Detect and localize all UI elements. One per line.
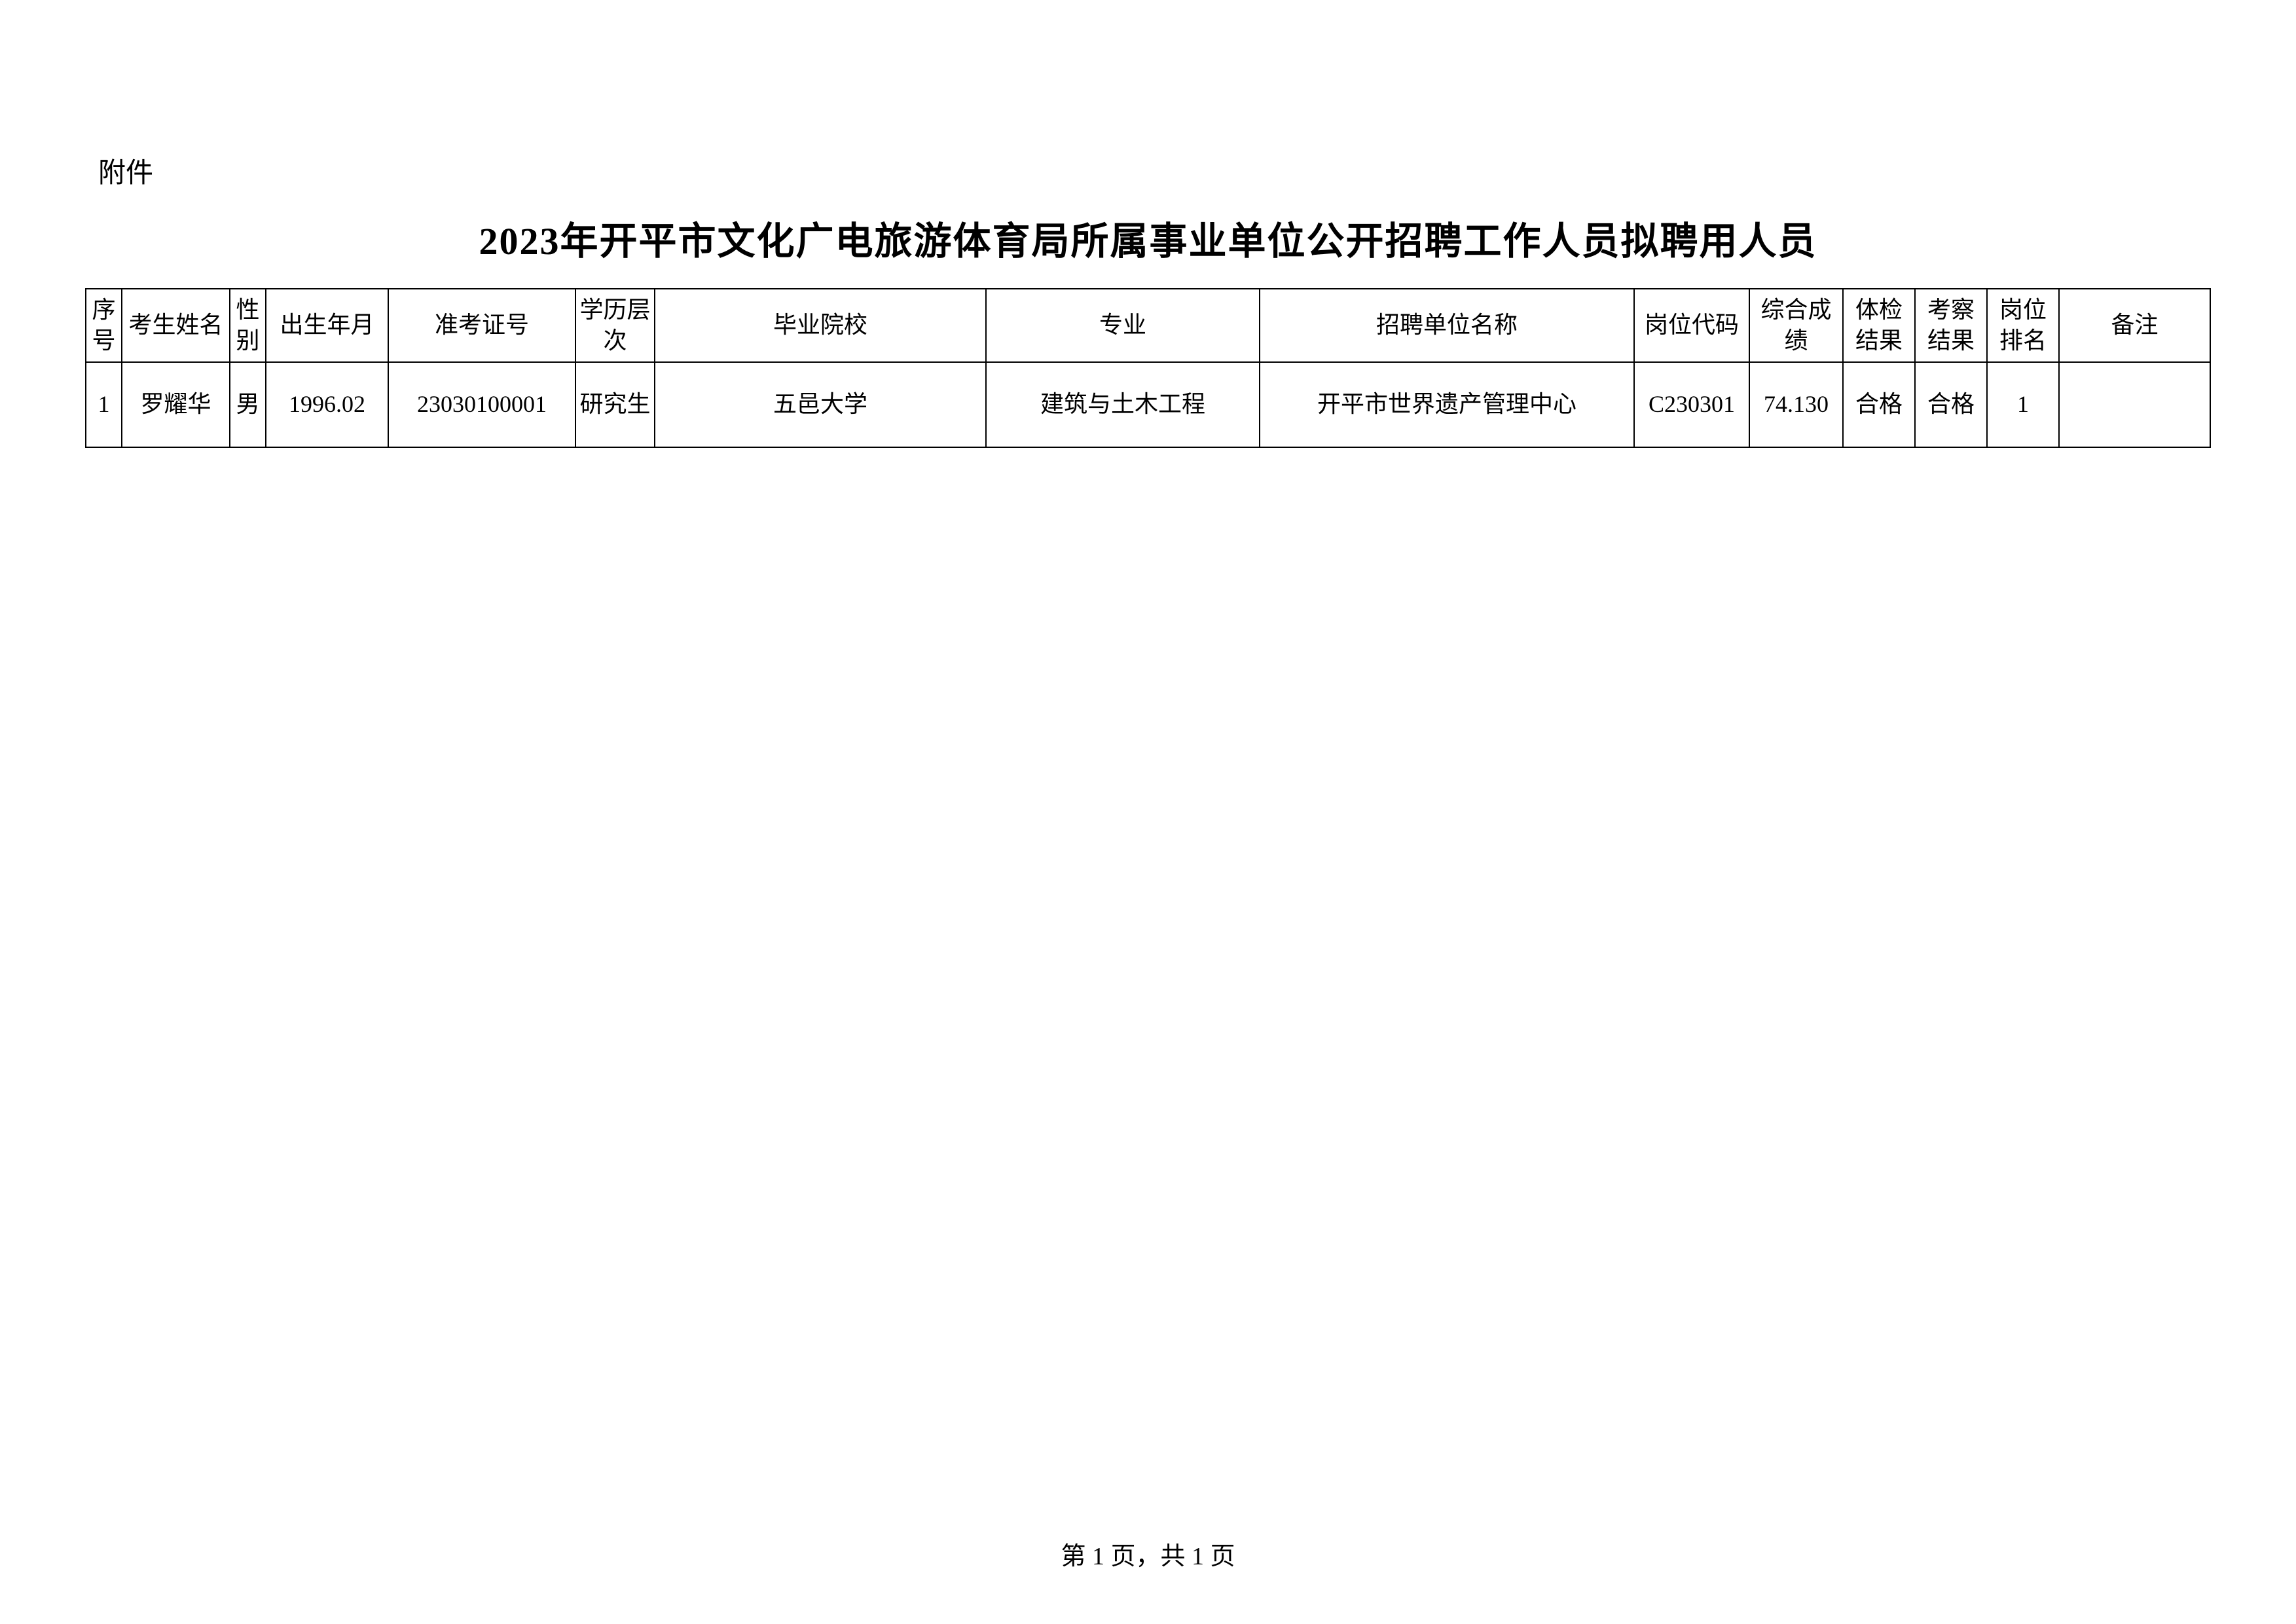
col-header-major: 专业 [986, 289, 1260, 362]
col-header-jobcode: 岗位代码 [1634, 289, 1749, 362]
col-header-review: 考察结果 [1915, 289, 1987, 362]
cell-birth: 1996.02 [266, 362, 388, 447]
col-header-rank: 岗位排名 [1987, 289, 2059, 362]
col-header-seq: 序号 [86, 289, 122, 362]
attachment-label: 附件 [85, 151, 2211, 191]
col-header-physical: 体检结果 [1843, 289, 1915, 362]
cell-seq: 1 [86, 362, 122, 447]
cell-examno: 23030100001 [388, 362, 575, 447]
cell-physical: 合格 [1843, 362, 1915, 447]
cell-score: 74.130 [1749, 362, 1843, 447]
cell-remark [2059, 362, 2210, 447]
cell-school: 五邑大学 [655, 362, 986, 447]
col-header-remark: 备注 [2059, 289, 2210, 362]
col-header-name: 考生姓名 [122, 289, 230, 362]
table-header-row: 序号 考生姓名 性别 出生年月 准考证号 学历层次 毕业院校 专业 招聘单位名称… [86, 289, 2210, 362]
cell-education: 研究生 [575, 362, 655, 447]
cell-jobcode: C230301 [1634, 362, 1749, 447]
col-header-gender: 性别 [230, 289, 266, 362]
personnel-table: 序号 考生姓名 性别 出生年月 准考证号 学历层次 毕业院校 专业 招聘单位名称… [85, 288, 2211, 448]
cell-unit: 开平市世界遗产管理中心 [1260, 362, 1634, 447]
cell-review: 合格 [1915, 362, 1987, 447]
table-row: 1 罗耀华 男 1996.02 23030100001 研究生 五邑大学 建筑与… [86, 362, 2210, 447]
page-container: 附件 2023年开平市文化广电旅游体育局所属事业单位公开招聘工作人员拟聘用人员 … [0, 0, 2296, 448]
cell-name: 罗耀华 [122, 362, 230, 447]
cell-major: 建筑与土木工程 [986, 362, 1260, 447]
col-header-education: 学历层次 [575, 289, 655, 362]
col-header-school: 毕业院校 [655, 289, 986, 362]
cell-rank: 1 [1987, 362, 2059, 447]
col-header-score: 综合成绩 [1749, 289, 1843, 362]
document-title: 2023年开平市文化广电旅游体育局所属事业单位公开招聘工作人员拟聘用人员 [85, 210, 2211, 265]
col-header-unit: 招聘单位名称 [1260, 289, 1634, 362]
cell-gender: 男 [230, 362, 266, 447]
page-footer: 第 1 页，共 1 页 [0, 1536, 2296, 1572]
col-header-birth: 出生年月 [266, 289, 388, 362]
col-header-examno: 准考证号 [388, 289, 575, 362]
